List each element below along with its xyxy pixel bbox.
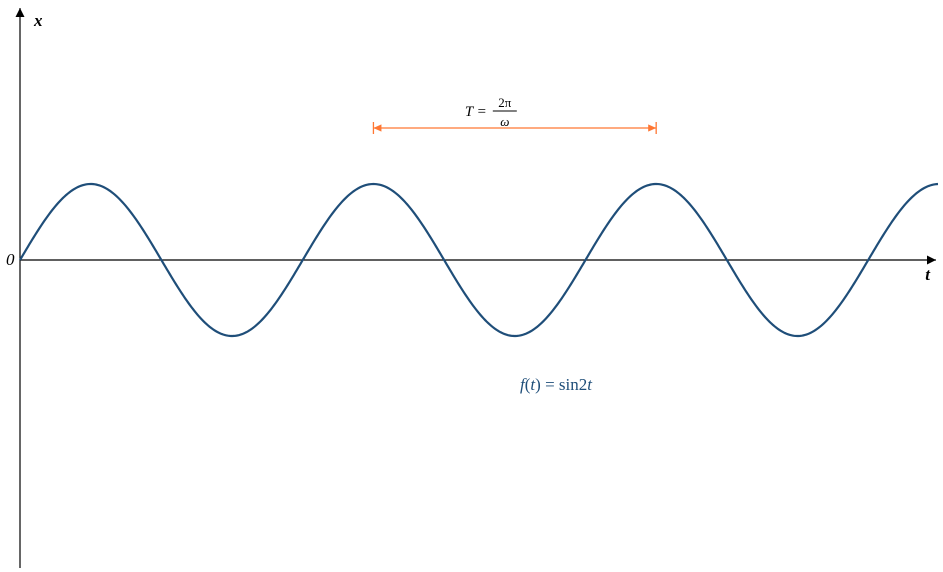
x-axis-label: t xyxy=(925,265,931,284)
period-arrow-left xyxy=(373,124,381,131)
svg-text:ω: ω xyxy=(500,114,509,129)
period-arrow-right xyxy=(648,124,656,131)
sine-chart: x t 0 T = 2π ω f(t) = sin2t xyxy=(0,0,943,572)
svg-text:2π: 2π xyxy=(498,95,512,110)
function-label: f(t) = sin2t xyxy=(520,375,593,394)
period-label: T = 2π ω xyxy=(465,95,517,129)
svg-text:T =: T = xyxy=(465,104,487,120)
origin-label: 0 xyxy=(6,250,15,269)
y-axis-label: x xyxy=(33,11,43,30)
